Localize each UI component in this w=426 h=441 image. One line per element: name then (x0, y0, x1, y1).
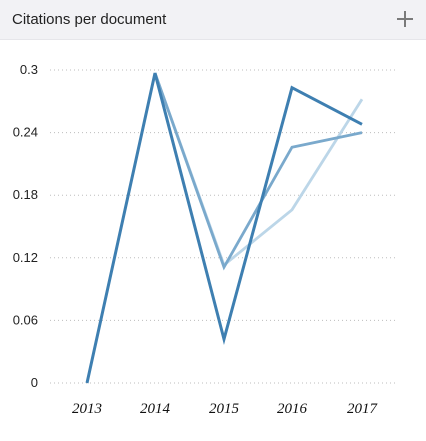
y-tick-label: 0 (31, 375, 38, 390)
x-tick-label: 2014 (140, 401, 171, 417)
y-tick-label: 0.18 (13, 187, 38, 202)
series-line-3 (85, 72, 363, 384)
x-tick-label: 2015 (209, 401, 240, 417)
y-tick-label: 0.12 (13, 250, 38, 265)
y-tick-label: 0.24 (13, 125, 38, 140)
y-tick-label: 0.3 (20, 62, 38, 77)
x-tick-label: 2016 (277, 401, 308, 417)
widget-header: Citations per document (0, 0, 426, 40)
x-axis-ticks: 2013 2014 2015 2016 2017 (72, 401, 379, 417)
y-tick-label: 0.06 (13, 312, 38, 327)
series-lines (85, 72, 364, 384)
x-tick-label: 2017 (347, 401, 379, 417)
series-line-1 (153, 72, 364, 268)
x-tick-label: 2013 (72, 401, 102, 417)
widget-title: Citations per document (12, 11, 167, 28)
citations-line-chart: 00.060.120.180.240.3 2013 2014 2015 2016 201… (13, 62, 398, 417)
plus-icon[interactable] (392, 6, 418, 32)
y-axis-ticks: 0 0.06 0.12 0.18 0.24 0.3 (13, 62, 38, 390)
series-line-2 (153, 72, 363, 271)
